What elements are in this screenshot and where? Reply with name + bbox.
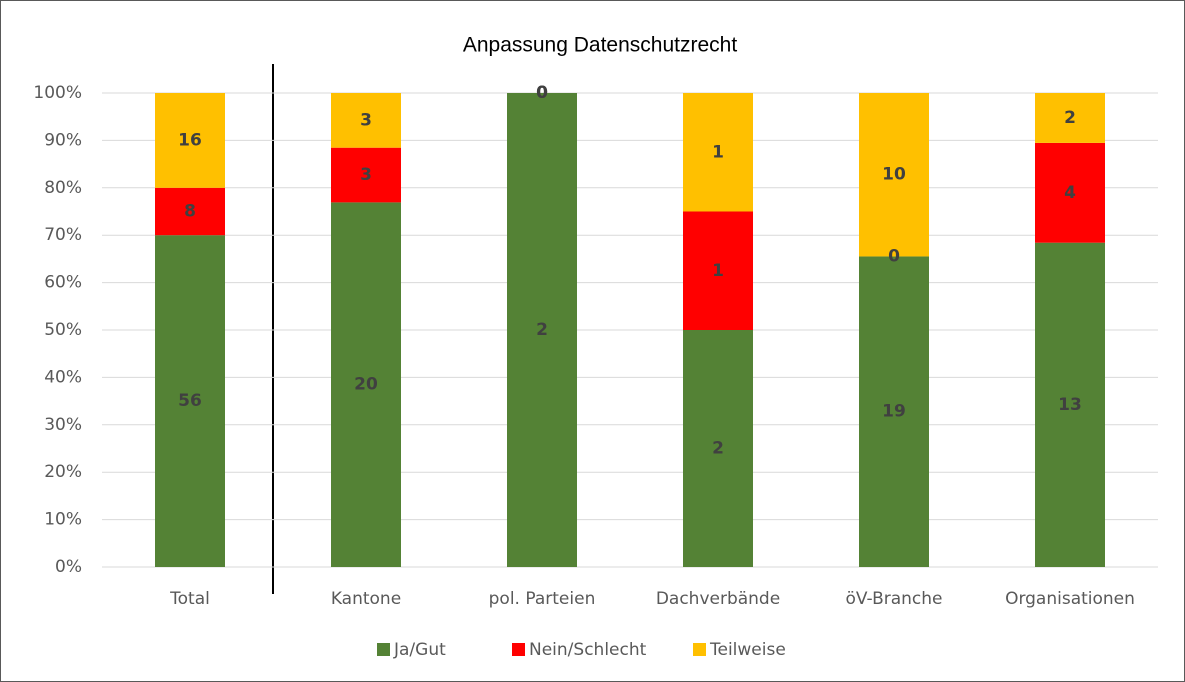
data-label: 4 <box>1064 183 1076 203</box>
x-tick-label: Kantone <box>331 589 401 609</box>
x-tick-label: Organisationen <box>1005 589 1135 609</box>
data-label: 3 <box>360 165 372 185</box>
data-label: 2 <box>1064 108 1076 128</box>
y-tick-label: 30% <box>44 415 82 435</box>
bar-segment <box>683 93 753 212</box>
x-tick-label: öV-Branche <box>846 589 943 609</box>
legend-label: Ja/Gut <box>393 640 446 660</box>
data-label: 3 <box>360 110 372 130</box>
bar-segment <box>155 187 225 236</box>
data-label: 0 <box>888 246 900 266</box>
y-tick-label: 20% <box>44 462 82 482</box>
chart-title: Anpassung Datenschutzrecht <box>463 34 737 57</box>
legend-swatch <box>693 643 706 656</box>
data-label: 56 <box>178 391 202 411</box>
legend-label: Nein/Schlecht <box>529 640 647 660</box>
bar-segment <box>155 235 225 567</box>
data-label: 1 <box>712 142 724 162</box>
bar-segment <box>1035 142 1105 243</box>
data-label: 10 <box>882 165 906 185</box>
legend-label: Teilweise <box>709 640 786 660</box>
data-label: 20 <box>354 375 378 395</box>
y-tick-label: 10% <box>44 510 82 530</box>
data-label: 0 <box>536 83 548 103</box>
data-label: 2 <box>712 439 724 459</box>
y-tick-label: 50% <box>44 320 82 340</box>
data-label: 16 <box>178 130 202 150</box>
bar-segment <box>1035 242 1105 567</box>
y-tick-label: 60% <box>44 273 82 293</box>
y-tick-label: 0% <box>55 557 82 577</box>
bar-segment <box>507 93 577 567</box>
data-label: 1 <box>712 261 724 281</box>
y-tick-label: 80% <box>44 178 82 198</box>
bar-segment <box>683 211 753 330</box>
legend-swatch <box>377 643 390 656</box>
data-label: 2 <box>536 320 548 340</box>
x-tick-label: pol. Parteien <box>489 589 596 609</box>
bar-segment <box>859 93 929 257</box>
data-label: 0 <box>536 83 548 103</box>
x-tick-label: Dachverbände <box>656 589 780 609</box>
x-tick-label: Total <box>169 589 210 609</box>
bar-segment <box>331 93 401 148</box>
bar-segment <box>331 147 401 203</box>
y-tick-label: 100% <box>33 83 82 103</box>
bar-segment <box>683 330 753 567</box>
data-label: 8 <box>184 202 196 222</box>
data-label: 13 <box>1058 395 1082 415</box>
y-tick-label: 70% <box>44 225 82 245</box>
y-tick-label: 40% <box>44 367 82 387</box>
bar-segment <box>859 256 929 567</box>
bar-segment <box>1035 93 1105 143</box>
y-tick-label: 90% <box>44 130 82 150</box>
bar-segment <box>331 202 401 567</box>
bar-segment <box>155 93 225 188</box>
data-label: 19 <box>882 402 906 422</box>
legend-swatch <box>512 643 525 656</box>
